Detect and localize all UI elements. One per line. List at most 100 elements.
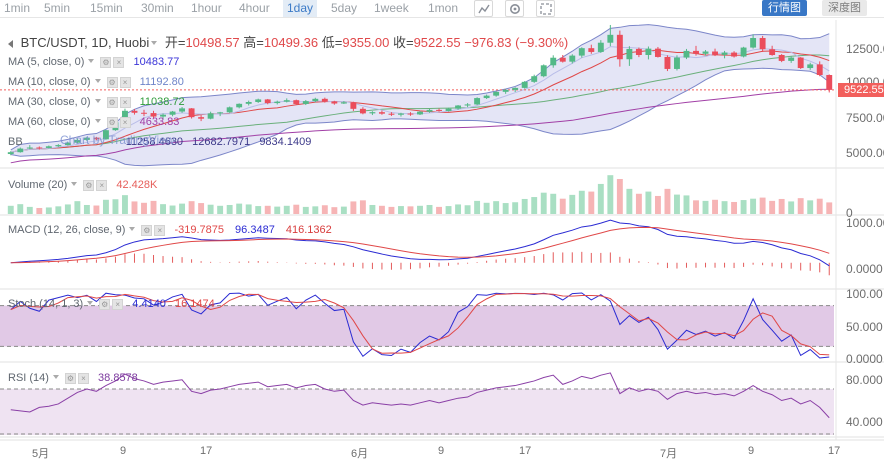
volume-bar xyxy=(264,205,271,214)
timeframe-15min[interactable]: 15min xyxy=(90,1,123,15)
settings-icon[interactable]: ⚙ xyxy=(83,179,95,191)
symbol-dropdown-icon[interactable] xyxy=(151,40,158,45)
symbol-header: BTC/USDT, 1D, Huobi 开=10498.57 高=10499.3… xyxy=(8,35,568,51)
timeframe-4hour[interactable]: 4hour xyxy=(239,1,270,15)
chevron-down-icon[interactable] xyxy=(88,59,95,64)
legend-stoch[interactable]: Stoch (14, 1, 3) ⚙ × 4.4140 16.1474 xyxy=(8,297,215,311)
tab-candle-chart[interactable]: 行情图 xyxy=(762,0,807,16)
chevron-down-icon[interactable] xyxy=(94,99,101,104)
price-axis-label: 7500.00 xyxy=(846,111,884,125)
volume-bar xyxy=(702,200,709,214)
fullscreen-icon[interactable] xyxy=(536,0,555,17)
legend-bb[interactable]: BB 11258.4630 12682.7971 9834.1409 xyxy=(8,135,311,149)
chevron-down-icon[interactable] xyxy=(87,301,94,306)
legend-volume[interactable]: Volume (20) ⚙ × 42.428K xyxy=(8,178,157,192)
timeframe-30min[interactable]: 30min xyxy=(141,1,174,15)
candle-body xyxy=(141,112,147,114)
volume-bar xyxy=(664,188,671,214)
candle-body xyxy=(131,110,138,113)
timeframe-1mon[interactable]: 1mon xyxy=(428,1,459,15)
price-axis-label: 5000.00 xyxy=(846,146,884,160)
open-label: 开= xyxy=(164,35,186,50)
volume-bar xyxy=(426,204,433,214)
candle-body xyxy=(331,101,338,104)
candle-body xyxy=(531,76,538,82)
rsi-axis-label: 40.000 xyxy=(846,415,883,429)
timeframe-5min[interactable]: 5min xyxy=(44,1,71,15)
legend-rsi[interactable]: RSI (14) ⚙ × 38.8578 xyxy=(8,371,138,385)
volume-bar xyxy=(245,204,252,214)
candle-body xyxy=(826,75,833,90)
close-icon[interactable]: × xyxy=(154,224,166,236)
legend-ma60[interactable]: MA (60, close, 0) ⚙ × 4633.83 xyxy=(8,115,179,129)
candle-body xyxy=(293,100,300,104)
volume-bar xyxy=(150,200,157,214)
chart-type-icon[interactable] xyxy=(474,0,493,17)
tab-depth-chart[interactable]: 深度图 xyxy=(822,0,867,16)
close-icon[interactable]: × xyxy=(119,96,131,108)
high-label: 高= xyxy=(243,35,264,50)
settings-icon[interactable]: ⚙ xyxy=(100,56,112,68)
volume-bar xyxy=(616,179,623,214)
chevron-down-icon[interactable] xyxy=(94,79,101,84)
volume-bar xyxy=(769,200,776,214)
candle-body xyxy=(264,99,271,104)
macd-signal-line xyxy=(10,226,830,264)
time-axis-label: 9 xyxy=(748,445,755,457)
timeframe-1week[interactable]: 1week xyxy=(374,1,409,15)
chevron-down-icon[interactable] xyxy=(94,119,101,124)
volume-bar xyxy=(141,202,147,214)
chevron-down-icon[interactable] xyxy=(52,375,59,380)
candle-body xyxy=(759,38,766,50)
volume-bar xyxy=(778,198,785,214)
time-axis-label: 17 xyxy=(200,445,213,457)
settings-icon[interactable]: ⚙ xyxy=(106,116,118,128)
candle-body xyxy=(512,87,519,90)
chevron-down-icon[interactable] xyxy=(71,182,78,187)
settings-icon[interactable]: ⚙ xyxy=(106,76,118,88)
volume-bar xyxy=(255,206,262,214)
settings-icon[interactable]: ⚙ xyxy=(64,372,76,384)
time-axis-label: 9 xyxy=(120,445,127,457)
close-icon[interactable]: × xyxy=(112,298,124,310)
close-icon[interactable]: × xyxy=(119,116,131,128)
timeframe-1min[interactable]: 1min xyxy=(4,1,31,15)
ma5-value: 10483.77 xyxy=(133,56,180,68)
legend-ma30[interactable]: MA (30, close, 0) ⚙ × 11038.72 xyxy=(8,95,185,109)
time-axis-label: 6月 xyxy=(351,448,369,460)
volume-bar xyxy=(417,205,423,214)
candle-body xyxy=(150,113,157,117)
legend-macd[interactable]: MACD (12, 26, close, 9) ⚙ × -319.7875 96.3… xyxy=(8,223,332,237)
volume-bar xyxy=(797,198,804,214)
candle-body xyxy=(464,104,471,106)
settings-icon[interactable]: ⚙ xyxy=(106,96,118,108)
close-icon[interactable]: × xyxy=(77,372,89,384)
interval-toolbar: 1min 5min 15min 30min 1hour 4hour 1day 5day 1wee… xyxy=(0,0,884,18)
settings-icon[interactable]: ⚙ xyxy=(141,224,153,236)
timeframe-1day[interactable]: 1day xyxy=(283,0,318,17)
legend-ma10[interactable]: MA (10, close, 0) ⚙ × 11192.80 xyxy=(8,75,184,89)
legend-ma5[interactable]: MA (5, close, 0) ⚙ × 10483.77 xyxy=(8,55,179,69)
timeframe-1hour[interactable]: 1hour xyxy=(191,1,222,15)
volume-bar xyxy=(122,195,128,214)
rsi-label: RSI (14) xyxy=(8,372,49,384)
volume-bar xyxy=(531,197,538,214)
candle-body xyxy=(102,130,109,140)
timeframe-5day[interactable]: 5day xyxy=(331,1,358,15)
collapse-icon[interactable] xyxy=(8,39,13,48)
volume-bar xyxy=(217,205,224,214)
volume-bar xyxy=(559,198,566,214)
candle-body xyxy=(274,101,281,104)
close-icon[interactable]: × xyxy=(119,76,131,88)
chevron-down-icon[interactable] xyxy=(129,227,136,232)
settings-icon[interactable] xyxy=(505,0,524,17)
candle-body xyxy=(26,147,33,149)
volume-bar xyxy=(464,205,471,214)
volume-bar xyxy=(179,203,186,214)
volume-bar xyxy=(312,206,319,214)
ma5-label: MA (5, close, 0) xyxy=(8,56,85,68)
close-icon[interactable]: × xyxy=(96,179,108,191)
close-icon[interactable]: × xyxy=(113,56,125,68)
settings-icon[interactable]: ⚙ xyxy=(99,298,111,310)
